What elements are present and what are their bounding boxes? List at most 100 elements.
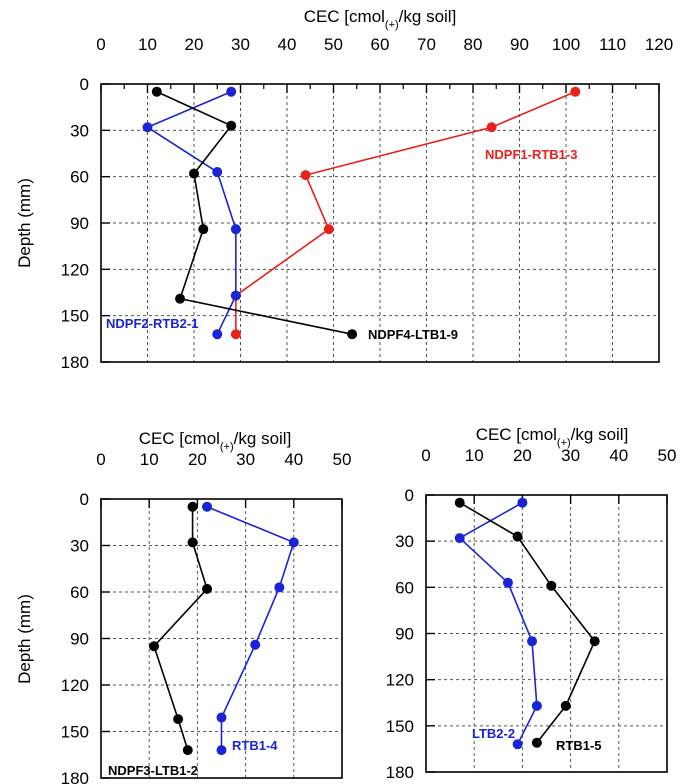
x-tick-label: 40 [278,35,297,54]
series-label-ndpf3-ltb1-2: NDPF3-LTB1-2 [108,763,198,778]
x-axis-title: CEC [cmol(+)/kg soil] [476,425,629,449]
data-point-ndpf2-rtb2-1 [212,167,223,178]
data-point-ndpf2-rtb2-1 [230,224,241,235]
data-point-ndpf3-ltb1-2 [182,745,193,756]
series-label-rtb1-5: RTB1-5 [556,738,602,753]
data-point-ndpf4-ltb1-9 [198,224,209,235]
data-point-ltb2-2 [454,533,465,544]
x-tick-label: 50 [658,446,677,465]
data-point-ndpf3-ltb1-2 [173,714,184,725]
x-tick-label: 0 [96,450,105,469]
data-point-ndpf1-rtb1-3 [300,170,311,181]
data-point-rtb1-5 [454,497,465,508]
y-tick-label: 90 [395,625,414,644]
series-label-ndpf1-rtb1-3: NDPF1-RTB1-3 [485,147,577,162]
data-point-rtb1-5 [512,531,523,542]
y-tick-label: 30 [395,532,414,551]
bottom-left-chart: 0 10 20 30 40 50 0 30 60 90 120 150 180 CEC [cmol(+)/… [15,429,351,784]
y-tick-label: 180 [61,353,89,372]
data-point-ltb2-2 [512,739,523,750]
series-label-ndpf4-ltb1-9: NDPF4-LTB1-9 [368,327,458,342]
y-tick-label: 120 [61,676,89,695]
x-tick-label: 30 [236,450,255,469]
data-point-ndpf1-rtb1-3 [323,224,334,235]
x-tick-label: 50 [324,35,343,54]
x-tick-label: 40 [609,446,628,465]
x-tick-label: 10 [465,446,484,465]
x-tick-label: 40 [284,450,303,469]
data-point-ltb2-2 [517,497,528,508]
data-point-ltb2-2 [527,636,538,647]
y-tick-label: 150 [61,723,89,742]
y-tick-label: 150 [61,307,89,326]
x-tick-label: 10 [138,35,157,54]
x-tick-label: 0 [421,446,430,465]
series-line-ndpf3-ltb1-2 [153,506,208,751]
data-point-rtb1-5 [589,636,600,647]
x-tick-label: 110 [599,35,626,54]
bottom-right-chart: 0 10 20 30 40 50 0 30 60 90 120 150 180 CEC [cmol(+)/… [386,425,677,782]
x-tick-label: 30 [561,446,580,465]
y-tick-label: 60 [70,583,89,602]
data-point-rtb1-4 [216,745,227,756]
y-tick-label: 120 [386,671,414,690]
data-point-ndpf2-rtb2-1 [226,86,237,97]
x-tick-label: 20 [188,450,207,469]
x-tick-label: 70 [417,35,436,54]
y-tick-label: 180 [61,769,89,784]
data-point-ltb2-2 [531,700,542,711]
data-point-ndpf1-rtb1-3 [230,329,241,340]
data-point-ndpf1-rtb1-3 [570,86,581,97]
data-point-ndpf4-ltb1-9 [347,329,358,340]
series-label-ndpf2-rtb2-1: NDPF2-RTB2-1 [106,316,198,331]
top-chart: 0 10 20 30 40 50 60 70 80 90 100 110 120 0 30 60 90 120 15… [15,7,673,372]
x-tick-label: 30 [231,35,250,54]
y-tick-label: 90 [70,214,89,233]
y-tick-label: 60 [395,578,414,597]
data-point-ndpf2-rtb2-1 [230,290,241,301]
x-tick-label: 50 [333,450,352,469]
x-axis-title: CEC [cmol(+)/kg soil] [304,7,457,31]
data-point-ndpf4-ltb1-9 [175,293,186,304]
data-point-ndpf3-ltb1-2 [202,583,213,594]
data-point-ndpf2-rtb2-1 [212,329,223,340]
y-tick-label: 30 [70,121,89,140]
data-point-ltb2-2 [502,577,513,588]
series-label-rtb1-4: RTB1-4 [232,738,278,753]
data-point-rtb1-4 [288,537,299,548]
series-line-ndpf1-rtb1-3 [235,90,576,335]
x-tick-label: 100 [552,35,580,54]
y-tick-label: 60 [70,168,89,187]
series-line-ndpf2-rtb2-1 [145,90,237,335]
series-line-ltb2-2 [458,501,538,745]
x-tick-label: 0 [96,35,105,54]
x-tick-label: 20 [513,446,532,465]
x-tick-label: 10 [140,450,159,469]
x-tick-label: 120 [645,35,673,54]
y-tick-label: 180 [386,763,414,782]
data-point-rtb1-4 [250,639,261,650]
y-axis-title: Depth (mm) [15,178,34,268]
data-point-rtb1-4 [274,582,285,593]
y-tick-label: 30 [70,537,89,556]
data-point-ndpf1-rtb1-3 [486,122,497,133]
data-point-rtb1-4 [216,712,227,723]
y-tick-label: 90 [70,630,89,649]
data-point-ndpf2-rtb2-1 [142,122,153,133]
data-point-ndpf3-ltb1-2 [187,501,198,512]
series-line-ndpf4-ltb1-9 [156,90,353,335]
x-tick-label: 80 [464,35,483,54]
data-point-rtb1-5 [531,737,542,748]
data-point-rtb1-5 [546,580,557,591]
data-point-ndpf3-ltb1-2 [149,641,160,652]
y-axis-title: Depth (mm) [15,594,34,684]
data-point-rtb1-4 [202,501,213,512]
data-point-ndpf4-ltb1-9 [151,86,162,97]
data-point-rtb1-5 [560,700,571,711]
x-tick-label: 60 [371,35,390,54]
x-tick-label: 20 [185,35,204,54]
y-tick-label: 120 [61,260,89,279]
series-line-rtb1-5 [459,502,596,744]
series-line-rtb1-4 [206,506,295,751]
